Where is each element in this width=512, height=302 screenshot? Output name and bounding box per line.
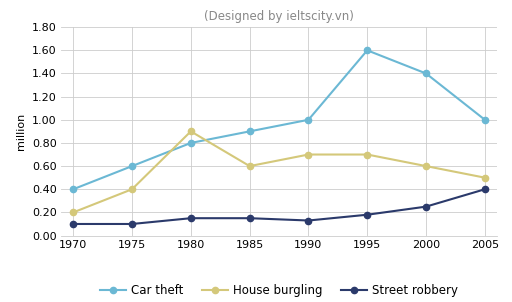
Street robbery [482, 188, 488, 191]
Street robbery [305, 219, 311, 222]
House burgling [188, 130, 194, 133]
House burgling [482, 176, 488, 179]
Car theft [482, 118, 488, 122]
Car theft [188, 141, 194, 145]
Street robbery [364, 213, 370, 217]
Legend: Car theft, House burgling, Street robbery: Car theft, House burgling, Street robber… [95, 279, 463, 301]
House burgling [247, 164, 253, 168]
Street robbery [247, 216, 253, 220]
Line: House burgling: House burgling [70, 128, 488, 216]
House burgling [423, 164, 429, 168]
Street robbery [70, 222, 76, 226]
Line: Car theft: Car theft [70, 47, 488, 192]
Car theft [364, 49, 370, 52]
Car theft [247, 130, 253, 133]
House burgling [364, 153, 370, 156]
Car theft [70, 188, 76, 191]
Street robbery [423, 205, 429, 208]
Car theft [129, 164, 135, 168]
Street robbery [188, 216, 194, 220]
Y-axis label: million: million [16, 113, 26, 150]
House burgling [70, 210, 76, 214]
Car theft [423, 72, 429, 75]
House burgling [129, 188, 135, 191]
House burgling [305, 153, 311, 156]
Title: (Designed by ieltscity.vn): (Designed by ieltscity.vn) [204, 10, 354, 23]
Street robbery [129, 222, 135, 226]
Car theft [305, 118, 311, 122]
Line: Street robbery: Street robbery [70, 186, 488, 227]
